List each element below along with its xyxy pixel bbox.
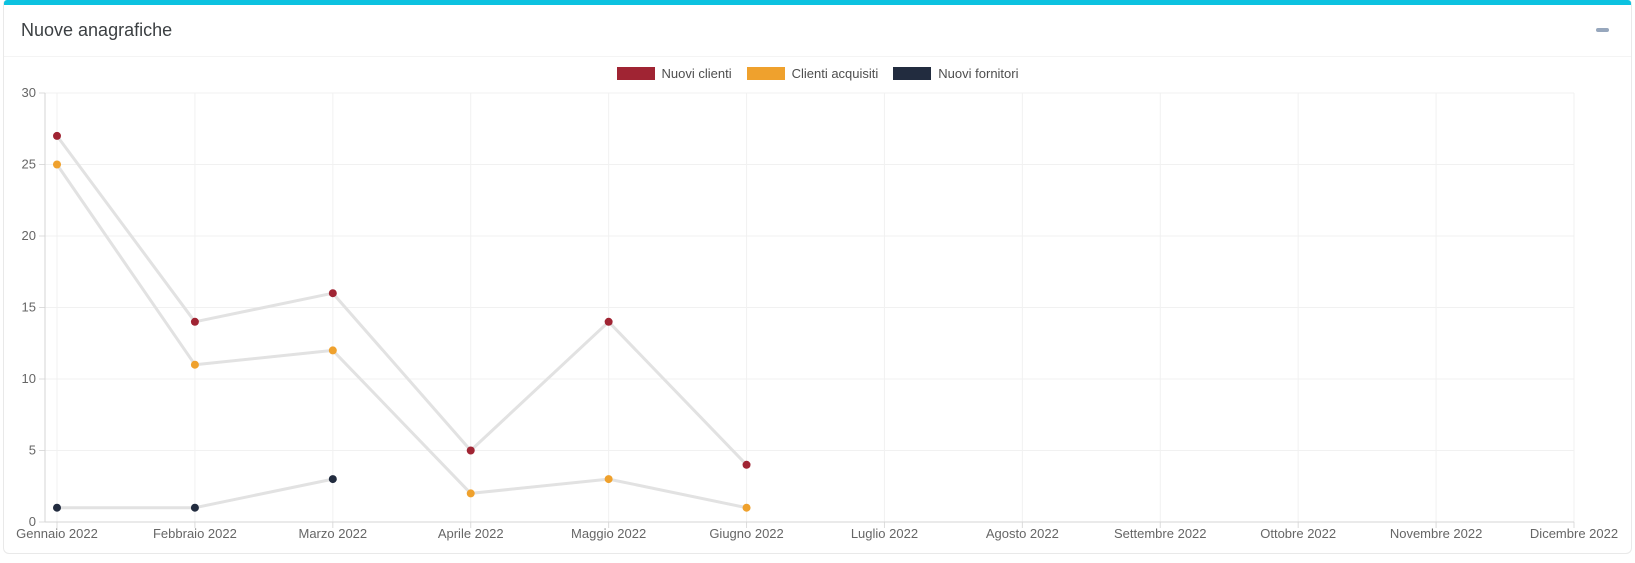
data-point[interactable] <box>191 318 199 326</box>
data-point[interactable] <box>743 461 751 469</box>
x-axis-label: Giugno 2022 <box>709 526 783 541</box>
data-point[interactable] <box>467 447 475 455</box>
data-point[interactable] <box>53 132 61 140</box>
x-axis-label: Agosto 2022 <box>986 526 1059 541</box>
legend-item-3[interactable]: Nuovi fornitori <box>893 66 1018 81</box>
legend-label: Clienti acquisiti <box>792 66 879 81</box>
card-header: Nuove anagrafiche <box>4 5 1631 57</box>
y-axis-label: 0 <box>29 514 36 529</box>
x-axis-label: Novembre 2022 <box>1390 526 1483 541</box>
data-point[interactable] <box>329 475 337 483</box>
series-line <box>57 165 747 508</box>
legend-swatch <box>893 67 931 80</box>
data-point[interactable] <box>329 346 337 354</box>
data-point[interactable] <box>191 361 199 369</box>
legend-item-2[interactable]: Clienti acquisiti <box>747 66 879 81</box>
minus-icon <box>1596 28 1609 32</box>
data-point[interactable] <box>329 289 337 297</box>
x-axis-label: Settembre 2022 <box>1114 526 1207 541</box>
legend-label: Nuovi clienti <box>662 66 732 81</box>
collapse-button[interactable] <box>1589 19 1615 41</box>
chart-legend: Nuovi clienti Clienti acquisiti Nuovi forn… <box>4 66 1631 81</box>
data-point[interactable] <box>743 504 751 512</box>
legend-swatch <box>747 67 785 80</box>
data-point[interactable] <box>191 504 199 512</box>
x-axis-label: Luglio 2022 <box>851 526 918 541</box>
x-axis-label: Ottobre 2022 <box>1260 526 1336 541</box>
x-grid-and-labels: Gennaio 2022Febbraio 2022Marzo 2022April… <box>16 93 1618 541</box>
legend-swatch <box>617 67 655 80</box>
y-axis-label: 30 <box>22 85 36 100</box>
series-line <box>57 136 747 465</box>
x-axis-label: Febbraio 2022 <box>153 526 237 541</box>
dashboard-card: Nuove anagrafiche Nuovi clienti Clienti a… <box>3 0 1632 554</box>
series-points <box>53 132 751 512</box>
x-axis-label: Maggio 2022 <box>571 526 646 541</box>
line-chart[interactable]: Gennaio 2022Febbraio 2022Marzo 2022April… <box>4 57 1629 553</box>
data-point[interactable] <box>53 161 61 169</box>
data-point[interactable] <box>467 489 475 497</box>
data-point[interactable] <box>605 318 613 326</box>
x-axis-label: Aprile 2022 <box>438 526 504 541</box>
y-grid-and-labels: 0 5 10 15 20 25 30 <box>22 85 1574 529</box>
y-axis-label: 15 <box>22 300 36 315</box>
y-axis-label: 20 <box>22 228 36 243</box>
x-axis-label: Marzo 2022 <box>298 526 367 541</box>
y-axis-label: 10 <box>22 371 36 386</box>
data-point[interactable] <box>53 504 61 512</box>
legend-label: Nuovi fornitori <box>938 66 1018 81</box>
y-axis-label: 5 <box>29 443 36 458</box>
data-point[interactable] <box>605 475 613 483</box>
series-lines <box>57 136 747 508</box>
y-axis-label: 25 <box>22 157 36 172</box>
x-axis-label: Dicembre 2022 <box>1530 526 1618 541</box>
card-title: Nuove anagrafiche <box>21 20 172 41</box>
legend-item-1[interactable]: Nuovi clienti <box>617 66 732 81</box>
chart-area: Nuovi clienti Clienti acquisiti Nuovi forn… <box>4 57 1631 553</box>
